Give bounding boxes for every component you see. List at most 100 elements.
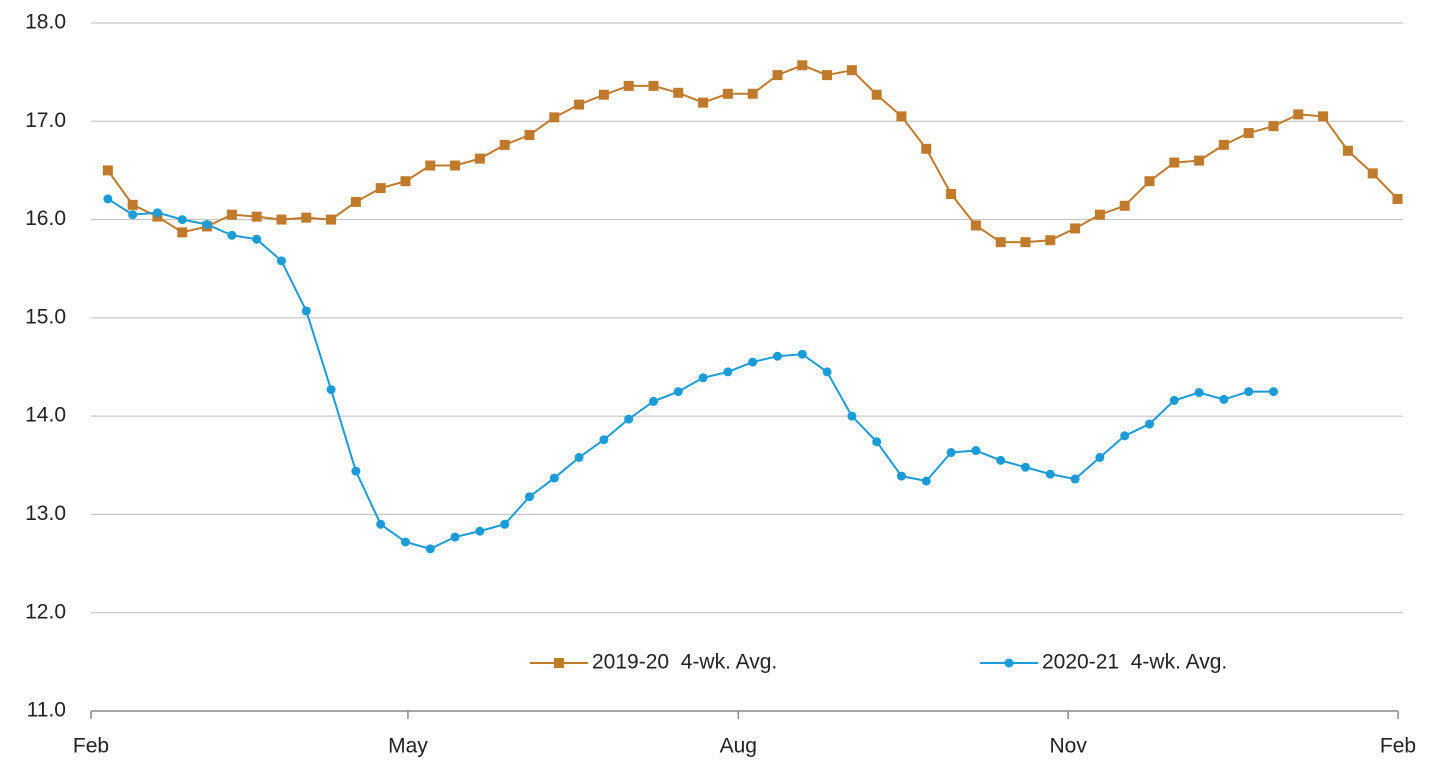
marker xyxy=(896,471,906,481)
marker xyxy=(1169,395,1179,405)
x-tick-label: Feb xyxy=(73,735,109,758)
y-tick-label: 12.0 xyxy=(25,600,66,623)
x-tick-label: Feb xyxy=(1380,735,1416,758)
marker xyxy=(772,70,783,81)
marker xyxy=(1194,388,1204,398)
marker xyxy=(400,537,410,547)
y-tick-label: 13.0 xyxy=(25,502,66,525)
marker xyxy=(698,97,709,108)
marker xyxy=(1244,387,1254,397)
marker xyxy=(648,396,658,406)
marker xyxy=(1318,111,1329,122)
marker xyxy=(1269,387,1279,397)
marker xyxy=(574,99,585,110)
marker xyxy=(326,214,337,225)
marker xyxy=(1268,121,1279,132)
marker xyxy=(921,476,931,486)
marker xyxy=(1094,209,1105,220)
marker xyxy=(376,519,386,529)
marker xyxy=(152,208,162,218)
marker xyxy=(350,196,361,207)
marker xyxy=(301,212,312,223)
marker xyxy=(202,219,212,229)
marker xyxy=(698,373,708,383)
y-tick-label: 17.0 xyxy=(25,109,66,132)
y-tick-label: 18.0 xyxy=(25,11,66,34)
marker xyxy=(822,367,832,377)
marker xyxy=(872,437,882,447)
marker xyxy=(946,448,956,458)
marker xyxy=(251,211,262,222)
marker xyxy=(896,111,907,122)
marker xyxy=(524,130,535,141)
marker xyxy=(1095,452,1105,462)
marker xyxy=(425,544,435,554)
legend-marker xyxy=(554,658,564,668)
x-tick-label: Aug xyxy=(720,735,757,758)
marker xyxy=(1120,431,1130,441)
marker xyxy=(722,88,733,99)
marker xyxy=(1219,394,1229,404)
marker xyxy=(1020,462,1030,472)
marker xyxy=(252,234,262,244)
marker xyxy=(1119,200,1130,211)
marker xyxy=(499,139,510,150)
marker xyxy=(400,176,411,187)
marker xyxy=(375,183,386,194)
marker xyxy=(772,351,782,361)
marker xyxy=(624,414,634,424)
marker xyxy=(177,227,188,238)
marker xyxy=(797,60,808,71)
marker xyxy=(599,435,609,445)
marker xyxy=(1070,474,1080,484)
marker xyxy=(1045,469,1055,479)
legend-label: 2019-20 4-wk. Avg. xyxy=(592,651,777,674)
marker xyxy=(1169,157,1180,168)
y-tick-label: 15.0 xyxy=(25,305,66,328)
marker xyxy=(226,209,237,220)
marker xyxy=(1144,176,1155,187)
marker xyxy=(598,89,609,100)
marker xyxy=(822,70,833,81)
marker xyxy=(227,230,237,240)
marker xyxy=(971,446,981,456)
marker xyxy=(301,306,311,316)
marker xyxy=(127,199,138,210)
marker xyxy=(1293,109,1304,120)
marker xyxy=(996,455,1006,465)
marker xyxy=(500,519,510,529)
legend-marker xyxy=(1004,658,1014,668)
legend-label: 2020-21 4-wk. Avg. xyxy=(1042,651,1227,674)
marker xyxy=(748,357,758,367)
x-tick-label: Nov xyxy=(1049,735,1087,758)
marker xyxy=(450,532,460,542)
marker xyxy=(103,194,113,204)
marker xyxy=(1342,145,1353,156)
marker xyxy=(475,526,485,536)
marker xyxy=(102,165,113,176)
marker xyxy=(1218,139,1229,150)
x-tick-label: May xyxy=(388,735,428,758)
marker xyxy=(1020,237,1031,248)
marker xyxy=(1392,193,1403,204)
marker xyxy=(847,411,857,421)
marker xyxy=(921,143,932,154)
marker xyxy=(970,220,981,231)
marker xyxy=(723,367,733,377)
y-tick-label: 16.0 xyxy=(25,207,66,230)
marker xyxy=(326,385,336,395)
y-tick-label: 14.0 xyxy=(25,404,66,427)
y-tick-label: 11.0 xyxy=(27,699,66,722)
marker xyxy=(673,387,683,397)
marker xyxy=(1144,419,1154,429)
marker xyxy=(946,189,957,200)
marker xyxy=(524,492,534,502)
marker xyxy=(177,215,187,225)
marker xyxy=(673,87,684,98)
series-line xyxy=(107,198,1274,550)
marker xyxy=(351,466,361,476)
marker xyxy=(425,160,436,171)
marker xyxy=(450,160,461,171)
marker xyxy=(276,256,286,266)
